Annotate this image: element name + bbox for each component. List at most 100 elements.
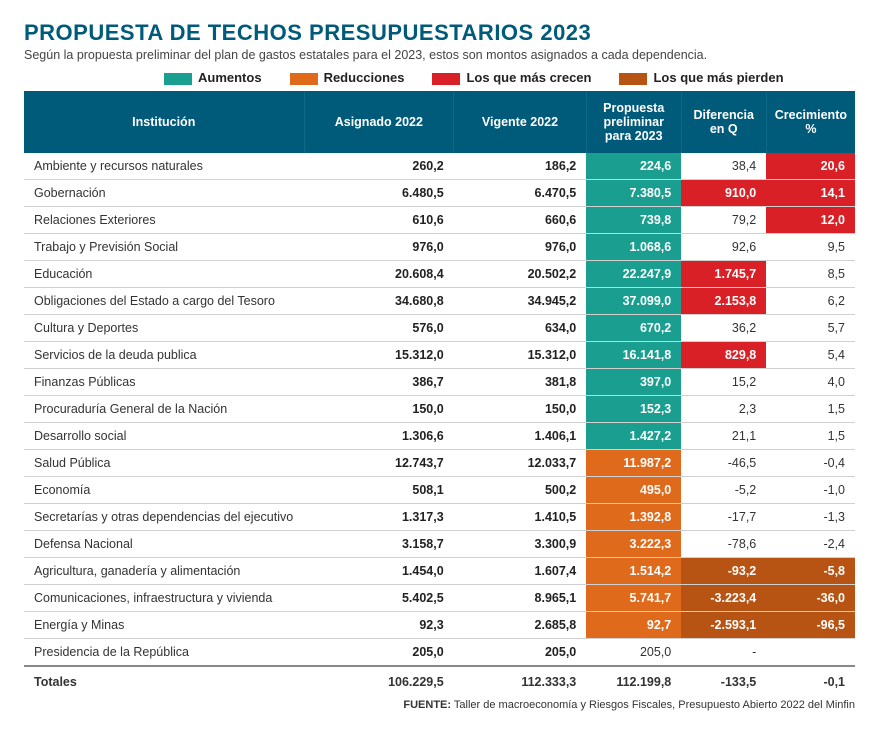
cell-vigente: 381,8 xyxy=(454,369,587,396)
cell-asignado: 386,7 xyxy=(304,369,454,396)
cell-propuesta: 495,0 xyxy=(586,477,681,504)
cell-crecimiento: -0,4 xyxy=(766,450,855,477)
cell-propuesta: 16.141,8 xyxy=(586,342,681,369)
cell-institucion: Desarrollo social xyxy=(24,423,304,450)
cell-crecimiento: -1,3 xyxy=(766,504,855,531)
cell-propuesta: 37.099,0 xyxy=(586,288,681,315)
cell-asignado: 205,0 xyxy=(304,639,454,667)
cell-propuesta: 739,8 xyxy=(586,207,681,234)
cell-asignado: 260,2 xyxy=(304,153,454,180)
legend-crecen: Los que más crecen xyxy=(432,70,591,85)
table-row: Economía508,1500,2495,0-5,2-1,0 xyxy=(24,477,855,504)
cell-propuesta: 397,0 xyxy=(586,369,681,396)
col-crecimiento: Crecimiento % xyxy=(766,91,855,153)
col-asignado: Asignado 2022 xyxy=(304,91,454,153)
cell-vigente: 634,0 xyxy=(454,315,587,342)
cell-crecimiento: 1,5 xyxy=(766,423,855,450)
cell-crecimiento xyxy=(766,639,855,667)
table-row: Comunicaciones, infraestructura y vivien… xyxy=(24,585,855,612)
cell-institucion: Secretarías y otras dependencias del eje… xyxy=(24,504,304,531)
cell-vigente: 34.945,2 xyxy=(454,288,587,315)
cell-asignado: 106.229,5 xyxy=(304,666,454,695)
table-row: Cultura y Deportes576,0634,0670,236,25,7 xyxy=(24,315,855,342)
cell-crecimiento: -96,5 xyxy=(766,612,855,639)
cell-propuesta: 7.380,5 xyxy=(586,180,681,207)
cell-crecimiento: 14,1 xyxy=(766,180,855,207)
col-propuesta: Propuesta preliminar para 2023 xyxy=(586,91,681,153)
cell-propuesta: 205,0 xyxy=(586,639,681,667)
cell-vigente: 205,0 xyxy=(454,639,587,667)
cell-propuesta: 11.987,2 xyxy=(586,450,681,477)
table-row: Presidencia de la República205,0205,0205… xyxy=(24,639,855,667)
cell-diferencia: 38,4 xyxy=(681,153,766,180)
cell-diferencia: 92,6 xyxy=(681,234,766,261)
table-row: Gobernación6.480,56.470,57.380,5910,014,… xyxy=(24,180,855,207)
cell-asignado: 576,0 xyxy=(304,315,454,342)
cell-asignado: 15.312,0 xyxy=(304,342,454,369)
cell-institucion: Totales xyxy=(24,666,304,695)
cell-institucion: Procuraduría General de la Nación xyxy=(24,396,304,423)
cell-diferencia: 829,8 xyxy=(681,342,766,369)
cell-vigente: 976,0 xyxy=(454,234,587,261)
cell-propuesta: 1.514,2 xyxy=(586,558,681,585)
cell-institucion: Defensa Nacional xyxy=(24,531,304,558)
cell-institucion: Economía xyxy=(24,477,304,504)
cell-asignado: 1.306,6 xyxy=(304,423,454,450)
cell-vigente: 3.300,9 xyxy=(454,531,587,558)
table-row: Secretarías y otras dependencias del eje… xyxy=(24,504,855,531)
cell-diferencia: -3.223,4 xyxy=(681,585,766,612)
cell-diferencia: -2.593,1 xyxy=(681,612,766,639)
cell-diferencia: -133,5 xyxy=(681,666,766,695)
table-row: Ambiente y recursos naturales260,2186,22… xyxy=(24,153,855,180)
cell-propuesta: 112.199,8 xyxy=(586,666,681,695)
cell-vigente: 15.312,0 xyxy=(454,342,587,369)
table-row: Finanzas Públicas386,7381,8397,015,24,0 xyxy=(24,369,855,396)
cell-diferencia: -78,6 xyxy=(681,531,766,558)
cell-propuesta: 3.222,3 xyxy=(586,531,681,558)
cell-propuesta: 1.392,8 xyxy=(586,504,681,531)
cell-asignado: 976,0 xyxy=(304,234,454,261)
cell-institucion: Ambiente y recursos naturales xyxy=(24,153,304,180)
cell-vigente: 660,6 xyxy=(454,207,587,234)
cell-diferencia: 21,1 xyxy=(681,423,766,450)
table-row: Desarrollo social1.306,61.406,11.427,221… xyxy=(24,423,855,450)
cell-propuesta: 152,3 xyxy=(586,396,681,423)
cell-diferencia: 79,2 xyxy=(681,207,766,234)
source-label: FUENTE: xyxy=(403,699,451,711)
budget-table: Institución Asignado 2022 Vigente 2022 P… xyxy=(24,91,855,695)
table-row: Relaciones Exteriores610,6660,6739,879,2… xyxy=(24,207,855,234)
cell-diferencia: 2.153,8 xyxy=(681,288,766,315)
table-row: Trabajo y Previsión Social976,0976,01.06… xyxy=(24,234,855,261)
cell-crecimiento: 9,5 xyxy=(766,234,855,261)
cell-vigente: 8.965,1 xyxy=(454,585,587,612)
col-institucion: Institución xyxy=(24,91,304,153)
cell-crecimiento: -0,1 xyxy=(766,666,855,695)
cell-vigente: 1.607,4 xyxy=(454,558,587,585)
cell-diferencia: -46,5 xyxy=(681,450,766,477)
cell-institucion: Servicios de la deuda publica xyxy=(24,342,304,369)
cell-vigente: 1.406,1 xyxy=(454,423,587,450)
cell-crecimiento: 4,0 xyxy=(766,369,855,396)
cell-propuesta: 5.741,7 xyxy=(586,585,681,612)
table-header-row: Institución Asignado 2022 Vigente 2022 P… xyxy=(24,91,855,153)
table-row: Salud Pública12.743,712.033,711.987,2-46… xyxy=(24,450,855,477)
cell-asignado: 508,1 xyxy=(304,477,454,504)
cell-crecimiento: 5,7 xyxy=(766,315,855,342)
cell-asignado: 20.608,4 xyxy=(304,261,454,288)
table-row: Educación20.608,420.502,222.247,91.745,7… xyxy=(24,261,855,288)
cell-propuesta: 1.068,6 xyxy=(586,234,681,261)
source-text: Taller de macroeconomía y Riesgos Fiscal… xyxy=(451,699,855,711)
cell-institucion: Cultura y Deportes xyxy=(24,315,304,342)
legend-reducciones: Reducciones xyxy=(290,70,405,85)
cell-crecimiento: 5,4 xyxy=(766,342,855,369)
cell-vigente: 12.033,7 xyxy=(454,450,587,477)
cell-diferencia: - xyxy=(681,639,766,667)
cell-propuesta: 224,6 xyxy=(586,153,681,180)
cell-asignado: 92,3 xyxy=(304,612,454,639)
table-row: Obligaciones del Estado a cargo del Teso… xyxy=(24,288,855,315)
cell-diferencia: 1.745,7 xyxy=(681,261,766,288)
table-row: Procuraduría General de la Nación150,0 15… xyxy=(24,396,855,423)
cell-asignado: 150,0 xyxy=(304,396,454,423)
cell-asignado: 34.680,8 xyxy=(304,288,454,315)
table-row: Energía y Minas92,32.685,892,7-2.593,1-9… xyxy=(24,612,855,639)
